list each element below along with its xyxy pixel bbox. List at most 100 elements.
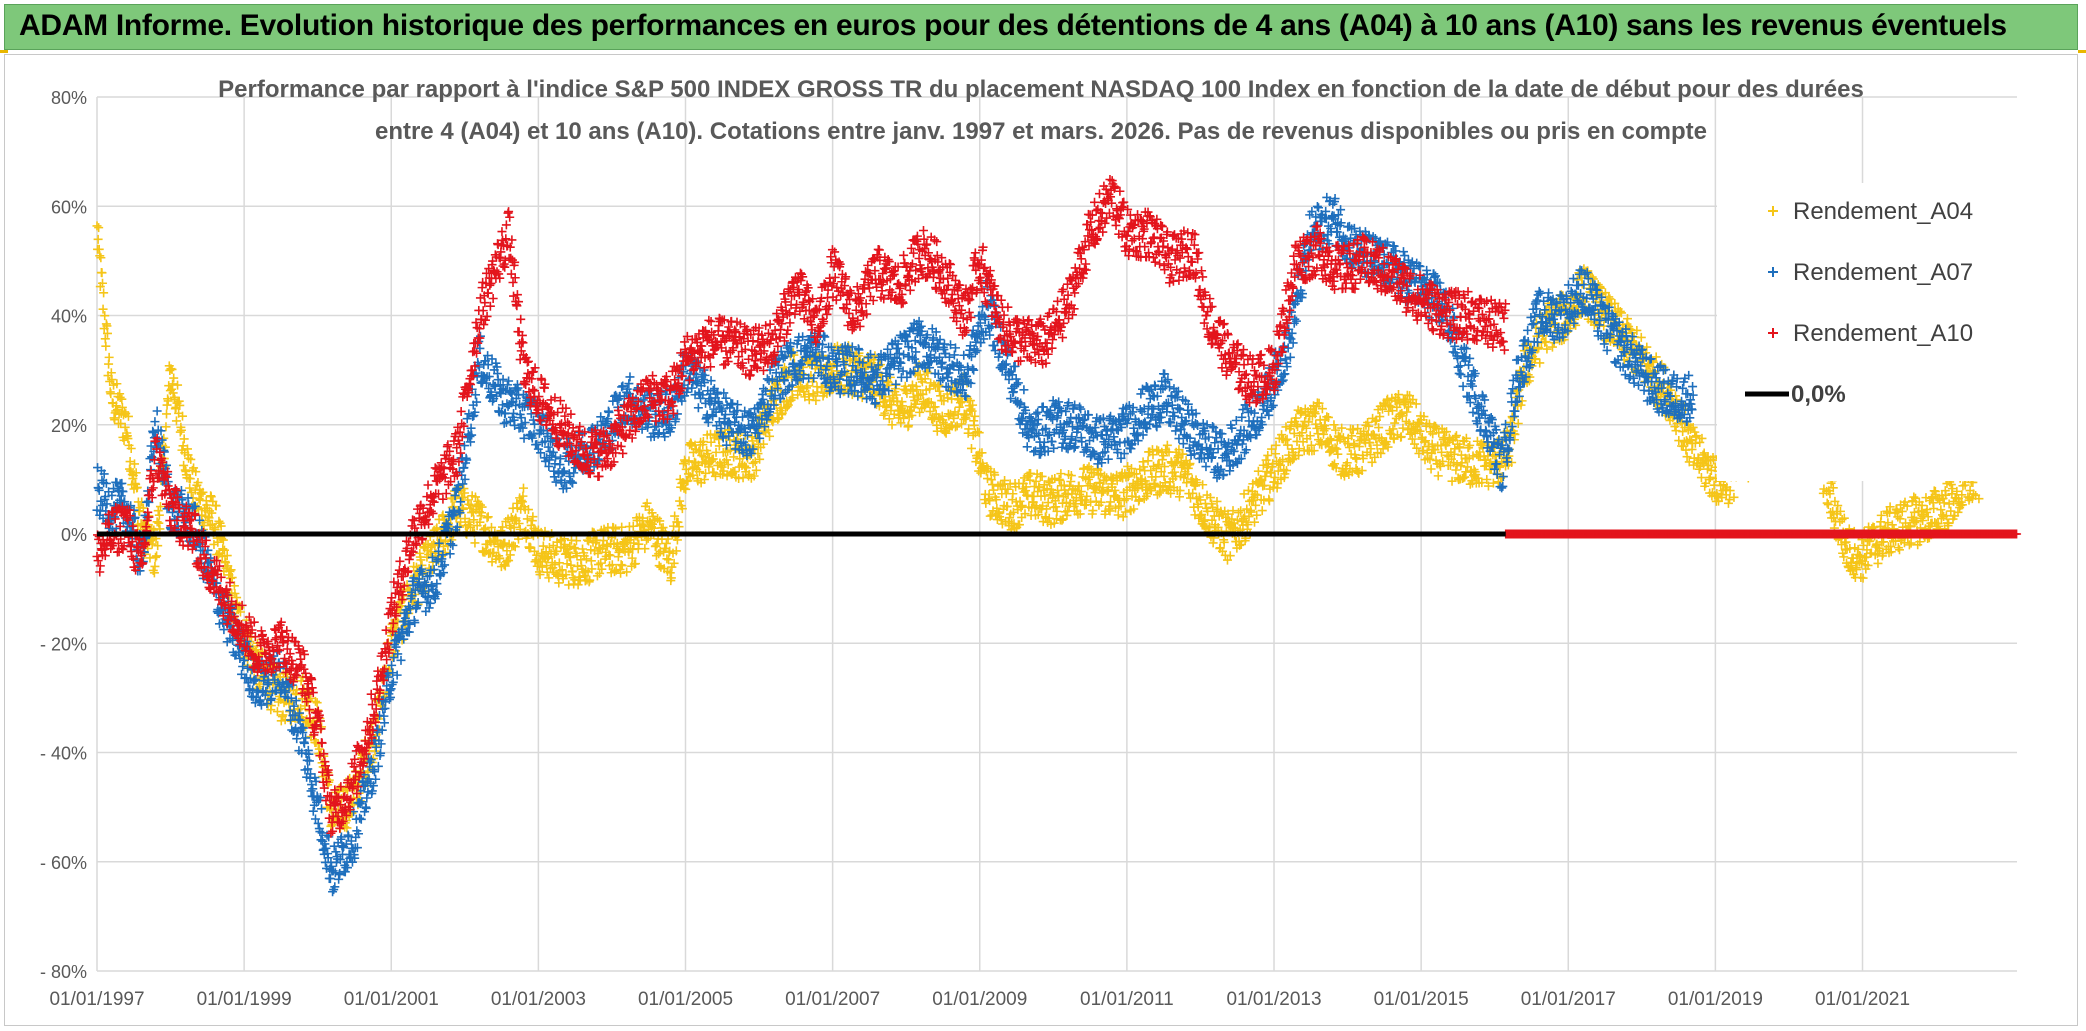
rendement-a04-point <box>1508 413 1518 423</box>
rendement-a04-point <box>989 485 999 495</box>
rendement-a04-point <box>1198 480 1208 490</box>
rendement-a07-point <box>596 412 606 422</box>
rendement-a04-point <box>608 523 618 533</box>
rendement-a07-point <box>693 403 703 413</box>
rendement-a07-point <box>328 887 338 897</box>
report-title: ADAM Informe. Evolution historique des p… <box>19 9 2007 42</box>
rendement-a04-point <box>222 551 232 561</box>
rendement-a04-point <box>213 550 223 560</box>
rendement-a04-point <box>1464 443 1474 453</box>
x-tick-label: 01/01/2021 <box>1815 989 1910 1010</box>
rendement-a04-point <box>211 501 221 511</box>
rendement-a04-point <box>1093 470 1103 480</box>
rendement-a04-point <box>596 558 606 568</box>
rendement-a04-point <box>1349 440 1359 450</box>
rendement-a04-point <box>94 223 104 233</box>
rendement-a04-point <box>171 402 181 412</box>
rendement-a04-point <box>470 538 480 548</box>
rendement-a04-point <box>186 454 196 464</box>
chart-area: 80% 60% 40% 20% 0% - 20% - 40% - 60% - 80% 01/01… <box>4 54 2078 1026</box>
rendement-a04-point <box>175 400 185 410</box>
rendement-a04-point <box>207 508 217 518</box>
rendement-a04-point <box>98 304 108 314</box>
rendement-a04-point <box>1542 344 1552 354</box>
rendement-a04-point <box>226 565 236 575</box>
rendement-a07-point <box>499 418 509 428</box>
rendement-a04-point <box>171 416 181 426</box>
rendement-a04-point <box>107 375 117 385</box>
rendement-a07-point <box>308 806 318 816</box>
rendement-a04-point <box>196 489 206 499</box>
rendement-a04-point <box>486 522 496 532</box>
rendement-a04-point <box>564 580 574 590</box>
rendement-a04-point <box>1390 418 1400 428</box>
rendement-a04-point <box>132 482 142 492</box>
rendement-a04-point <box>1696 473 1706 483</box>
rendement-a04-point <box>217 551 227 561</box>
rendement-a04-point <box>1162 440 1172 450</box>
rendement-a07-point <box>325 874 335 884</box>
rendement-a04-point <box>278 710 288 720</box>
rendement-a04-point <box>185 483 195 493</box>
rendement-a04-point <box>616 560 626 570</box>
rendement-a04-point <box>272 707 282 717</box>
rendement-a04-point <box>651 541 661 551</box>
rendement-a04-point <box>150 561 160 571</box>
rendement-a04-point <box>1426 464 1436 474</box>
rendement-a04-point <box>387 631 397 641</box>
rendement-a04-point <box>1904 540 1914 550</box>
rendement-a04-point <box>1283 440 1293 450</box>
rendement-a04-point <box>528 512 538 522</box>
x-tick-label: 01/01/2011 <box>1080 989 1174 1010</box>
rendement-a04-point <box>475 500 485 510</box>
y-tick-label: 0% <box>61 525 87 545</box>
rendement-a04-point <box>1682 452 1692 462</box>
rendement-a04-point <box>176 425 186 435</box>
rendement-a04-point <box>152 517 162 527</box>
rendement-a07-point <box>376 748 386 758</box>
rendement-a04-point <box>1873 558 1883 568</box>
rendement-a04-point <box>1678 427 1688 437</box>
rendement-a04-point <box>112 405 122 415</box>
rendement-a04-point <box>173 380 183 390</box>
rendement-a04-point <box>168 388 178 398</box>
rendement-a07-point <box>445 549 455 559</box>
rendement-a04-point <box>206 492 216 502</box>
rendement-a04-point <box>130 459 140 469</box>
rendement-a07-point <box>738 412 748 422</box>
rendement-a04-point <box>178 411 188 421</box>
rendement-a04-point <box>92 221 102 231</box>
rendement-a04-point <box>169 373 179 383</box>
banner-corner-left <box>0 50 8 53</box>
y-tick-label: - 80% <box>40 962 87 982</box>
rendement-a04-point <box>617 522 627 532</box>
rendement-a04-point <box>966 443 976 453</box>
rendement-a04-point <box>441 536 451 546</box>
rendement-a04-point <box>218 535 228 545</box>
rendement-a04-point <box>1894 545 1904 555</box>
x-tick-label: 01/01/2017 <box>1521 989 1616 1010</box>
scatter-chart: 80%60%40%20%0%- 20%- 40%- 60%- 80% 01/01… <box>40 76 2022 1010</box>
rendement-a07-point <box>551 477 561 487</box>
x-axis-ticks: 01/01/1997 01/01/1999 01/01/2001 01/01/2003… <box>49 989 1910 1010</box>
rendement-a04-point <box>1170 467 1180 477</box>
rendement-a04-point <box>276 716 286 726</box>
rendement-a04-point <box>1671 426 1681 436</box>
rendement-a04-point <box>98 278 108 288</box>
rendement-a04-point <box>312 698 322 708</box>
rendement-a04-point <box>1433 471 1443 481</box>
rendement-a07-point <box>604 407 614 417</box>
rendement-a04-point <box>179 460 189 470</box>
x-tick-label: 01/01/1997 <box>49 989 144 1010</box>
x-tick-label: 01/01/2007 <box>785 989 880 1010</box>
y-tick-label: 20% <box>51 416 87 436</box>
banner-corner-right <box>2078 50 2086 53</box>
rendement-a04-point <box>131 468 141 478</box>
rendement-a04-point <box>111 401 121 411</box>
x-tick-label: 01/01/2009 <box>932 989 1027 1010</box>
rendement-a04-point <box>1402 407 1412 417</box>
rendement-a07-point <box>559 467 569 477</box>
rendement-a04-point <box>216 521 226 531</box>
rendement-a04-point <box>1876 510 1886 520</box>
rendement-a04-point <box>154 510 164 520</box>
